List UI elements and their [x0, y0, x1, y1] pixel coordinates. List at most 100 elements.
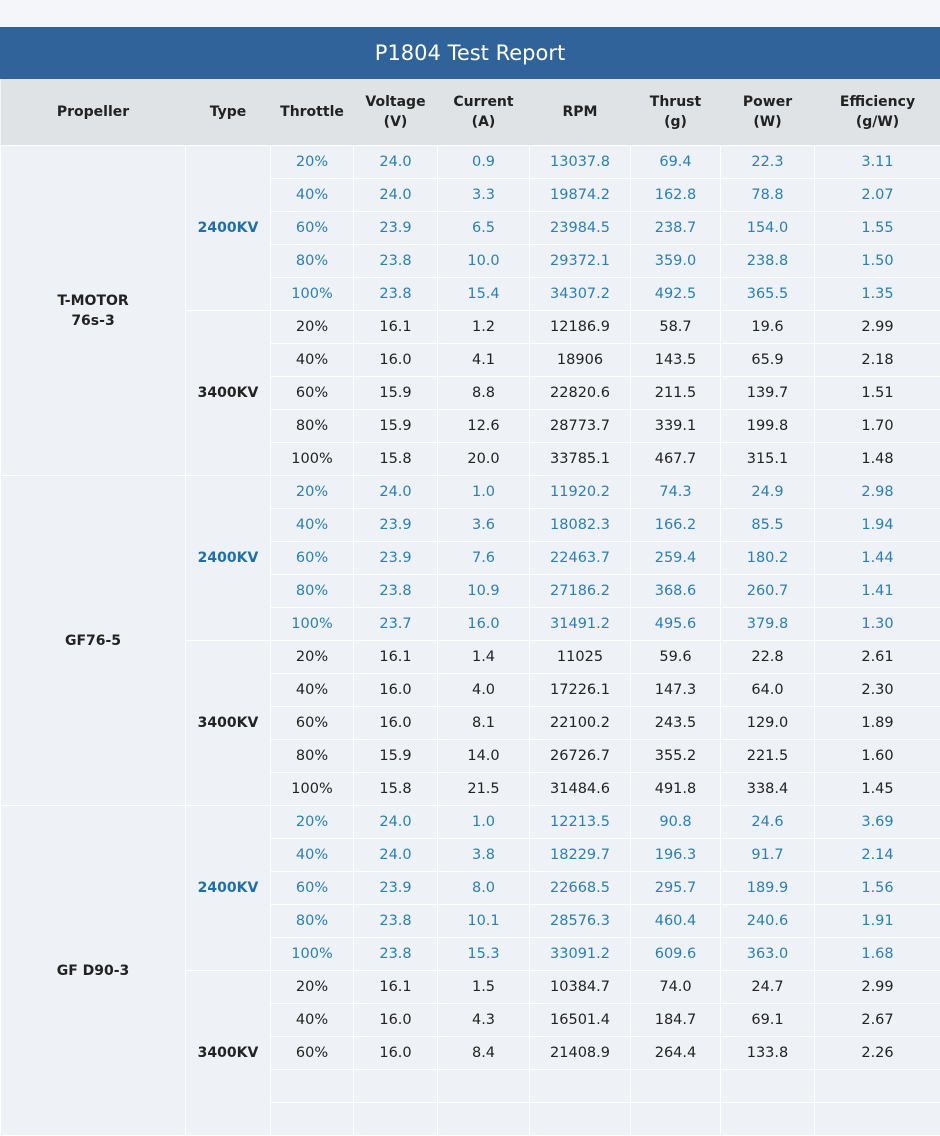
value-cell: 3.6 [438, 509, 530, 542]
value-cell: 154.0 [721, 212, 815, 245]
value-cell: 355.2 [631, 740, 721, 773]
value-cell: 90.8 [631, 806, 721, 839]
value-cell [438, 1103, 530, 1136]
text-line: GF76-5 [65, 633, 121, 649]
text-line: (g) [664, 114, 687, 130]
value-cell: 166.2 [631, 509, 721, 542]
value-cell: 80% [271, 410, 354, 443]
value-cell: 1.56 [815, 872, 940, 905]
value-cell: 1.50 [815, 245, 940, 278]
value-cell: 16.0 [354, 1004, 438, 1037]
value-cell: 147.3 [631, 674, 721, 707]
value-cell: 295.7 [631, 872, 721, 905]
value-cell: 85.5 [721, 509, 815, 542]
value-cell: 3.11 [815, 146, 940, 179]
value-cell: 20.0 [438, 443, 530, 476]
value-cell: 14.0 [438, 740, 530, 773]
column-header: Propeller [1, 79, 186, 146]
value-cell: 24.0 [354, 806, 438, 839]
value-cell: 1.5 [438, 971, 530, 1004]
value-cell: 1.51 [815, 377, 940, 410]
value-cell: 69.1 [721, 1004, 815, 1037]
value-cell: 189.9 [721, 872, 815, 905]
value-cell: 196.3 [631, 839, 721, 872]
value-cell: 24.6 [721, 806, 815, 839]
value-cell: 21408.9 [530, 1037, 631, 1070]
text-line: 76s-3 [71, 313, 114, 329]
text-line: (W) [753, 114, 781, 130]
value-cell: 8.0 [438, 872, 530, 905]
value-cell: 129.0 [721, 707, 815, 740]
text-line: RPM [563, 104, 598, 120]
value-cell: 24.9 [721, 476, 815, 509]
column-header: RPM [530, 79, 631, 146]
top-band [0, 0, 940, 27]
value-cell: 339.1 [631, 410, 721, 443]
text-line: GF D90-3 [57, 963, 130, 979]
value-cell: 3.69 [815, 806, 940, 839]
value-cell: 23.8 [354, 575, 438, 608]
text-line: Throttle [280, 104, 344, 120]
value-cell: 1.70 [815, 410, 940, 443]
value-cell: 264.4 [631, 1037, 721, 1070]
value-cell: 31484.6 [530, 773, 631, 806]
value-cell: 1.89 [815, 707, 940, 740]
value-cell: 15.9 [354, 410, 438, 443]
value-cell: 1.2 [438, 311, 530, 344]
value-cell: 338.4 [721, 773, 815, 806]
value-cell [271, 1103, 354, 1136]
value-cell: 69.4 [631, 146, 721, 179]
text-line: Current [453, 94, 513, 110]
value-cell: 2.99 [815, 311, 940, 344]
value-cell: 80% [271, 245, 354, 278]
value-cell: 15.3 [438, 938, 530, 971]
type-cell: 3400KV [186, 971, 271, 1136]
value-cell [815, 1103, 940, 1136]
type-cell: 2400KV [186, 806, 271, 971]
value-cell: 12213.5 [530, 806, 631, 839]
value-cell: 29372.1 [530, 245, 631, 278]
value-cell: 1.68 [815, 938, 940, 971]
value-cell: 1.55 [815, 212, 940, 245]
value-cell: 379.8 [721, 608, 815, 641]
value-cell: 40% [271, 839, 354, 872]
value-cell: 23.9 [354, 509, 438, 542]
text-line: (g/W) [856, 114, 899, 130]
value-cell: 91.7 [721, 839, 815, 872]
value-cell: 24.0 [354, 839, 438, 872]
column-header: Efficiency(g/W) [815, 79, 940, 146]
value-cell: 16.0 [354, 344, 438, 377]
value-cell: 180.2 [721, 542, 815, 575]
value-cell: 15.4 [438, 278, 530, 311]
value-cell: 100% [271, 608, 354, 641]
value-cell: 16.0 [354, 674, 438, 707]
value-cell: 15.8 [354, 443, 438, 476]
value-cell: 2.07 [815, 179, 940, 212]
value-cell: 243.5 [631, 707, 721, 740]
value-cell: 24.0 [354, 146, 438, 179]
value-cell: 10384.7 [530, 971, 631, 1004]
value-cell: 8.8 [438, 377, 530, 410]
value-cell: 240.6 [721, 905, 815, 938]
value-cell: 23.9 [354, 872, 438, 905]
value-cell: 23.9 [354, 542, 438, 575]
value-cell: 80% [271, 905, 354, 938]
value-cell: 2.99 [815, 971, 940, 1004]
value-cell: 139.7 [721, 377, 815, 410]
value-cell: 199.8 [721, 410, 815, 443]
type-cell: 2400KV [186, 476, 271, 641]
value-cell: 23.9 [354, 212, 438, 245]
value-cell: 40% [271, 344, 354, 377]
value-cell: 20% [271, 146, 354, 179]
text-line: Power [743, 94, 792, 110]
type-cell: 2400KV [186, 146, 271, 311]
value-cell: 78.8 [721, 179, 815, 212]
propeller-cell: GF76-5 [1, 476, 186, 806]
value-cell: 23.8 [354, 278, 438, 311]
value-cell: 58.7 [631, 311, 721, 344]
value-cell: 6.5 [438, 212, 530, 245]
value-cell: 10.9 [438, 575, 530, 608]
